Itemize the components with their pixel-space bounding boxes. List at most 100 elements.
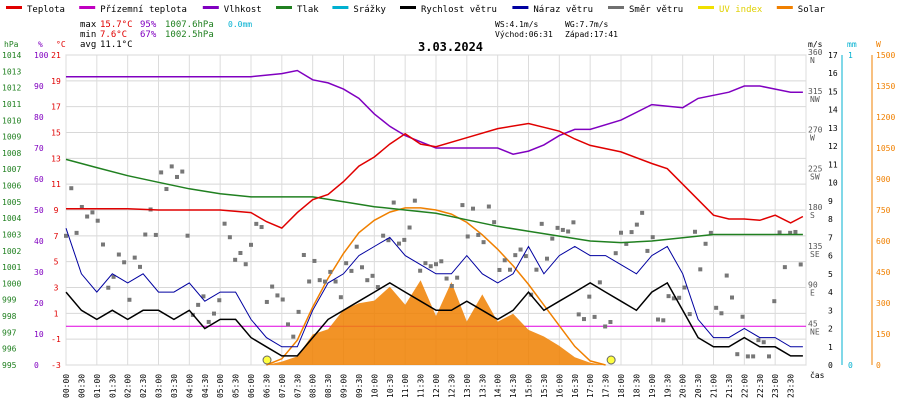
wind-dir-point [666,294,671,299]
wind-dir-point [259,225,264,230]
tick-pressure: 996 [2,345,17,354]
wind-dir-point [116,252,121,257]
sunset-time: Západ:17:41 [565,30,618,39]
tick-pressure: 1002 [2,247,21,256]
tick-time: 07:00 [278,374,287,398]
legend-swatch [512,6,529,9]
tick-wind-speed: 0 [828,361,833,370]
tick-time: 14:30 [509,374,518,398]
wind-dir-point [645,248,650,253]
wind-dir-point [603,324,608,329]
tick-time: 03:00 [155,374,164,398]
wind-dir-point [375,285,380,290]
tick-time: 00:30 [77,374,86,398]
wind-dir-point [788,230,793,235]
wind-dir-point [143,232,148,237]
tick-time: 23:30 [787,374,796,398]
tick-solar: 300 [876,299,891,308]
tick-wind-speed: 6 [828,252,833,261]
wind-dir-point [264,299,269,304]
wind-dir-point [64,233,68,238]
wind-dir-point [233,257,238,262]
tick-wind-speed: 2 [828,325,833,334]
wind-dir-point [349,268,354,273]
tick-humidity: 100 [34,51,49,60]
wind-dir-point [444,276,449,281]
tick-wind-speed: 5 [828,270,833,279]
wind-dir-point [254,221,259,226]
tick-time: 05:30 [232,374,241,398]
stat-max-label: max [80,20,97,30]
legend-swatch [608,6,624,9]
wind-dir-point [296,309,301,314]
tick-solar: 150 [876,330,891,339]
tick-wind-dir: SW [810,172,820,181]
legend-label: UV index [719,5,763,15]
stat-min-temp: 7.6°C [100,30,127,40]
tick-pressure: 1000 [2,279,21,288]
tick-wind-dir: W [810,134,815,143]
legend-label: Směr větru [629,5,683,15]
wind-dir-point [719,311,724,316]
tick-temperature: 17 [51,103,61,112]
wind-dir-point [545,256,549,261]
wind-dir-point [95,218,100,223]
tick-humidity: 40 [34,237,44,246]
wind-dir-point [798,262,803,267]
tick-time: 01:00 [93,374,102,398]
wind-dir-point [650,235,655,240]
wind-dir-point [492,220,497,225]
tick-pressure: 998 [2,312,17,321]
tick-wind-dir: E [810,289,815,298]
wind-dir-point [212,311,216,316]
series-gust [65,228,803,348]
wind-dir-point [714,305,719,310]
tick-rain: 1 [848,51,853,60]
wind-dir-point [196,302,201,307]
wind-dir-point [270,284,275,289]
series-wind-speed [65,281,803,357]
wind-dir-point [677,295,682,300]
tick-time: 06:30 [262,374,271,398]
wind-dir-point [280,297,285,302]
tick-temperature: -3 [51,361,61,370]
wind-dir-point [772,299,777,304]
tick-temperature: 13 [51,154,61,163]
wind-dir-point [217,298,222,303]
stat-max-hum: 95% [140,20,157,30]
wind-dir-point [756,338,761,343]
tick-time: 17:00 [586,374,595,398]
tick-pressure: 997 [2,328,17,337]
tick-wind-speed: 14 [828,106,838,115]
tick-time: 09:30 [355,374,364,398]
axis-unit-time: čas [810,370,825,380]
tick-wind-speed: 16 [828,69,838,78]
tick-rain: 0 [848,361,853,370]
tick-time: 14:00 [494,374,503,398]
wind-dir-point [486,204,491,209]
wind-dir-point [518,247,523,252]
axis-unit-hpa: hPa [4,40,19,49]
wind-dir-point [434,262,438,267]
wind-dir-point [201,294,206,299]
wind-dir-point [730,295,734,300]
wind-dir-point [550,236,555,241]
legend-label: Náraz větru [533,5,593,15]
tick-wind-dir: S [810,211,815,220]
wind-dir-point [175,174,179,179]
wind-dir-point [740,314,745,319]
wind-dir-point [502,258,507,263]
legend-swatch [698,6,714,9]
wind-dir-point [301,252,306,257]
wind-dir-point [703,241,708,246]
wind-dir-point [159,170,164,175]
tick-wind-speed: 10 [828,179,838,188]
tick-wind-speed: 17 [828,51,838,60]
tick-wind-speed: 13 [828,124,838,133]
tick-wind-speed: 11 [828,160,838,169]
tick-time: 01:30 [108,374,117,398]
tick-humidity: 60 [34,175,44,184]
wind-dir-point [745,354,750,359]
wind-dir-point [206,319,211,324]
stat-min-press: 1002.5hPa [165,30,214,40]
